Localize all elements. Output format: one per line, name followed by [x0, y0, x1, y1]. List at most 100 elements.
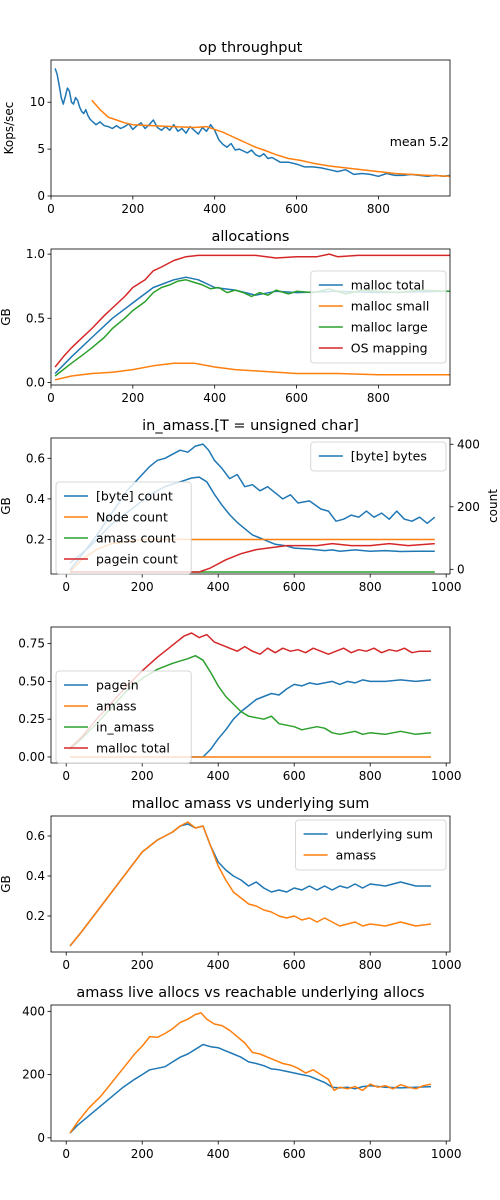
chart-panel-1: 0 200 400 600 800 0 5 10 op throughput Kops/sec me… [2, 40, 451, 216]
y2-axis-label: count [486, 489, 500, 523]
chart-panel-6: 0 200 400 600 800 1000 0 200 400 amass live alloc… [22, 985, 461, 1161]
y-tick-label: 200 [22, 1068, 45, 1082]
x-tick-label: 200 [131, 580, 154, 594]
legend-label: pagein [96, 678, 139, 693]
x-tick-label: 400 [207, 580, 230, 594]
y2-tick-label: 400 [457, 437, 480, 451]
plot-frame [50, 59, 451, 197]
legend-label: OS mapping [351, 341, 428, 356]
y-tick-label: 0.5 [26, 311, 45, 325]
legend: malloc total malloc small malloc large OS m… [310, 270, 447, 364]
legend-label: malloc small [351, 299, 430, 314]
y2-tick-label: 0 [457, 562, 465, 576]
x-tick-label: 0 [47, 391, 55, 405]
y-tick-label: 0.75 [18, 637, 45, 651]
legend-label: malloc large [351, 320, 428, 335]
chart-title: op throughput [199, 40, 303, 56]
y2-tick-label: 200 [457, 500, 480, 514]
x-tick-label: 800 [359, 958, 382, 972]
x-tick-label: 600 [285, 202, 308, 216]
chart-title: malloc amass vs underlying sum [132, 796, 370, 812]
y-tick-label: 0.4 [26, 869, 45, 883]
legend-label: underlying sum [336, 827, 433, 842]
y-axis-label: Kops/sec [2, 102, 16, 155]
x-tick-label: 0 [62, 958, 70, 972]
series-line-malloc-total [69, 632, 431, 749]
y-tick-label: 0.00 [18, 750, 45, 764]
x-tick-label: 200 [131, 958, 154, 972]
x-tick-label: 0 [47, 202, 55, 216]
series-line-malloc-small [54, 362, 450, 381]
x-tick-label: 600 [285, 391, 308, 405]
legend-label: amass count [96, 531, 176, 546]
chart-panel-4: 0 200 400 600 800 1000 0.00 0.25 0.50 0.75 pagein a… [18, 626, 461, 783]
plot-frame [50, 1004, 451, 1142]
series-line-1 [54, 68, 450, 178]
x-tick-label: 1000 [431, 580, 462, 594]
y-axis-label: GB [0, 497, 13, 515]
x-tick-label: 0 [62, 769, 70, 783]
x-tick-label: 800 [359, 769, 382, 783]
series-line-2 [69, 1012, 432, 1134]
legend-label: amass [336, 848, 377, 863]
y-tick-label: 400 [22, 1004, 45, 1018]
y-tick-label: 0.2 [26, 532, 45, 546]
plot-frame [50, 626, 451, 764]
y-tick-label: 0.4 [26, 492, 45, 506]
x-tick-label: 400 [207, 769, 230, 783]
chart-title: amass live allocs vs reachable underlyin… [76, 985, 424, 1001]
chart-title: allocations [211, 229, 289, 245]
x-tick-label: 0 [62, 1147, 70, 1161]
y-tick-label: 0.6 [26, 829, 45, 843]
series-line-pagein-count [70, 542, 435, 573]
legend-label: amass [96, 699, 137, 714]
series-line-pagein [70, 679, 432, 758]
chart-panel-3: 0 200 400 600 800 1000 0.2 0.4 0.6 0 200 400 in_amas… [0, 418, 500, 594]
x-tick-label: 400 [203, 202, 226, 216]
legend-label: pagein count [96, 552, 178, 567]
series-line-in-amass [69, 654, 432, 750]
series-line-2 [91, 99, 450, 178]
y-tick-label: 0.2 [26, 909, 45, 923]
y-tick-label: 0 [37, 1131, 45, 1145]
x-tick-label: 1000 [431, 1147, 462, 1161]
x-tick-label: 800 [367, 391, 390, 405]
legend: underlying sum amass [295, 819, 447, 871]
y-tick-label: 0 [37, 189, 45, 203]
series-line--byte-bytes [69, 443, 436, 571]
legend-label: [byte] bytes [351, 449, 427, 464]
series-line-os-mapping [54, 253, 450, 368]
x-tick-label: 200 [121, 391, 144, 405]
x-tick-label: 800 [367, 202, 390, 216]
x-tick-label: 800 [359, 1147, 382, 1161]
legend-label: malloc total [96, 741, 170, 756]
plot-frame [50, 248, 451, 386]
y-tick-label: 0.6 [26, 451, 45, 465]
x-tick-label: 200 [121, 202, 144, 216]
x-tick-label: 800 [359, 580, 382, 594]
legend-label: in_amass [96, 720, 154, 735]
x-tick-label: 1000 [431, 958, 462, 972]
series-line-1 [69, 1043, 432, 1134]
y-axis-label: GB [0, 308, 13, 326]
y-tick-label: 1.0 [26, 247, 45, 261]
legend-label: malloc total [351, 278, 425, 293]
plot-frame [50, 437, 451, 575]
y-tick-label: 5 [37, 142, 45, 156]
legend-label: [byte] count [96, 489, 173, 504]
x-tick-label: 400 [207, 1147, 230, 1161]
x-tick-label: 0 [62, 580, 70, 594]
chart-title: in_amass.[T = unsigned char] [142, 418, 359, 434]
legend-label: Node count [96, 510, 168, 525]
x-tick-label: 400 [203, 391, 226, 405]
y-tick-label: 10 [30, 95, 45, 109]
legend: [byte] bytes [310, 441, 447, 472]
y-axis-label: GB [0, 875, 13, 893]
y-tick-label: 0.50 [18, 674, 45, 688]
series-line-amass [69, 821, 432, 947]
plot-frame [50, 815, 451, 953]
x-tick-label: 600 [283, 1147, 306, 1161]
x-tick-label: 600 [283, 958, 306, 972]
